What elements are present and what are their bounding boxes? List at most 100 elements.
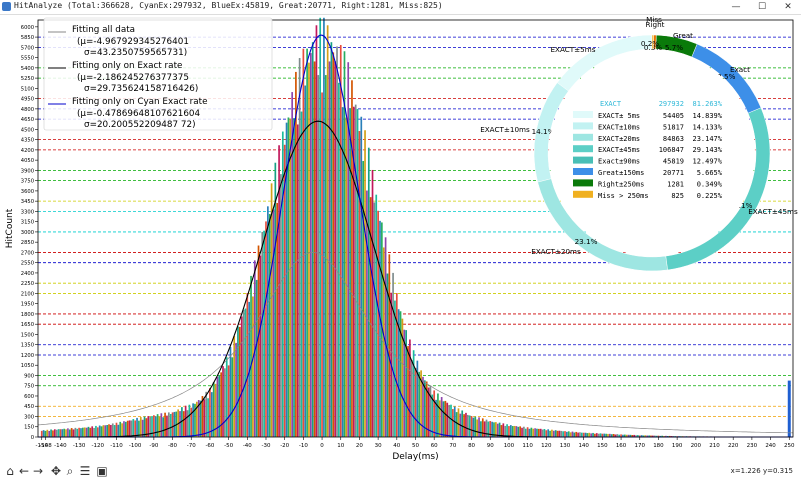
histogram-bar (154, 416, 157, 437)
histogram-bar (498, 422, 501, 437)
histogram-bar (418, 371, 421, 437)
table-row-percent: 0.349% (697, 180, 723, 188)
home-icon[interactable]: ⌂ (6, 464, 14, 478)
histogram-bar (265, 221, 267, 437)
histogram-bar (552, 430, 555, 437)
histogram-bar (407, 346, 409, 437)
histogram-bar (480, 421, 482, 437)
histogram-bar (334, 61, 336, 437)
y-tick-label: 2850 (21, 240, 34, 246)
forward-icon[interactable]: → (32, 464, 44, 478)
histogram-bar (551, 429, 553, 437)
histogram-bar (330, 42, 333, 437)
histogram-bar (366, 190, 368, 437)
y-tick-label: 1650 (21, 322, 34, 328)
x-tick-label: 190 (672, 443, 683, 449)
table-row-label: Great±150ms (598, 169, 644, 177)
zoom-icon[interactable]: ⌕ (66, 464, 74, 478)
histogram-bar (446, 402, 449, 437)
histogram-bar (478, 417, 480, 437)
maximize-button[interactable]: ☐ (757, 2, 767, 12)
histogram-bar (472, 417, 475, 437)
histogram-bar (278, 145, 280, 437)
y-tick-label: 600 (24, 394, 34, 400)
histogram-bar (381, 222, 383, 437)
histogram-bar (280, 174, 282, 437)
histogram-bar (78, 427, 80, 437)
histogram-bar (409, 339, 411, 437)
histogram-bar (121, 423, 123, 437)
y-tick-label: 3150 (21, 220, 34, 226)
table-header-count: 297932 (659, 100, 684, 108)
y-tick-label: 750 (24, 384, 34, 390)
y-tick-label: 3900 (21, 168, 34, 174)
histogram-bar (395, 293, 398, 437)
table-row-label: Exact±90ms (598, 158, 640, 166)
histogram-bar (82, 427, 84, 437)
x-tick-label: 150 (597, 443, 608, 449)
histogram-bar (106, 425, 108, 437)
histogram-bar (485, 419, 488, 437)
histogram-bar (117, 424, 120, 437)
histogram-bar (377, 210, 379, 437)
table-row-label: EXACT±10ms (598, 123, 640, 131)
configure-icon[interactable]: ☰ (79, 464, 91, 478)
histogram-bar (351, 80, 353, 438)
histogram-bar (508, 426, 510, 437)
histogram-bar (156, 414, 159, 437)
histogram-bar (151, 416, 153, 437)
histogram-bar (457, 408, 460, 437)
donut-slice-percent: 14.1% (532, 127, 555, 136)
histogram-bar (224, 368, 226, 437)
histogram-bar (633, 434, 635, 437)
histogram-bar (40, 430, 43, 437)
minimize-button[interactable]: — (731, 2, 741, 12)
table-row-count: 106847 (659, 146, 684, 154)
table-row-swatch (573, 190, 593, 198)
table-row-percent: 29.143% (692, 146, 722, 154)
histogram-bar (85, 427, 88, 437)
histogram-bar (511, 426, 514, 437)
histogram-bar (543, 428, 546, 437)
x-tick-label: -10 (299, 443, 308, 449)
save-icon[interactable]: ▣ (96, 464, 108, 478)
histogram-bar (410, 360, 413, 437)
pan-icon[interactable]: ✥ (50, 464, 62, 478)
histogram-bar (416, 360, 419, 437)
histogram-bar (50, 429, 52, 437)
y-tick-label: 1500 (21, 332, 34, 338)
histogram-bar (108, 424, 110, 437)
histogram-bar (169, 414, 172, 437)
histogram-bar (220, 372, 222, 437)
histogram-bar (560, 430, 563, 437)
histogram-bar (209, 388, 211, 437)
legend-entry-label: Fitting only on Cyan Exact rate (72, 97, 208, 107)
histogram-bar (128, 420, 131, 437)
histogram-bar (227, 365, 230, 437)
histogram-bar (661, 435, 664, 437)
x-tick-label: 240 (765, 443, 776, 449)
histogram-bar (139, 417, 142, 437)
y-tick-label: 900 (24, 373, 34, 379)
histogram-bar (244, 308, 247, 437)
histogram-bar (425, 381, 428, 437)
histogram-bar (519, 426, 521, 437)
close-button[interactable]: ✕ (784, 2, 792, 12)
table-row-percent: 5.665% (697, 169, 723, 177)
histogram-bar (466, 414, 469, 437)
histogram-bar (115, 422, 118, 437)
y-tick-label: 4800 (21, 107, 34, 113)
y-tick-label: 3000 (21, 230, 34, 236)
table-row-swatch (573, 168, 593, 175)
back-icon[interactable]: ← (18, 464, 30, 478)
y-tick-label: 3600 (21, 189, 34, 195)
histogram-bar (491, 421, 493, 437)
histogram-bar (225, 357, 228, 437)
x-tick-label: 10 (337, 443, 344, 449)
histogram-bar (293, 118, 295, 438)
histogram-bar (259, 255, 262, 437)
y-tick-label: 2700 (21, 250, 34, 256)
x-tick-label: -90 (149, 443, 158, 449)
histogram-bar (399, 311, 402, 437)
histogram-bar (132, 419, 135, 437)
